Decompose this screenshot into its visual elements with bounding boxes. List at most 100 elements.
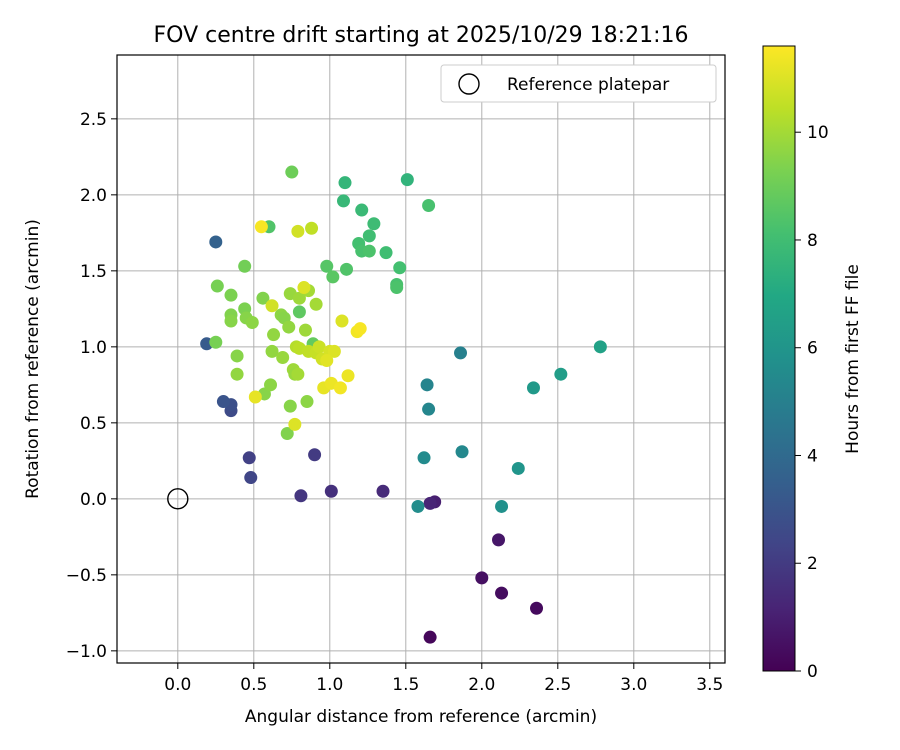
data-point bbox=[362, 244, 376, 258]
x-tick-label: 1.0 bbox=[316, 675, 343, 695]
reference-point bbox=[167, 488, 189, 510]
y-tick-label: 1.5 bbox=[80, 262, 107, 282]
data-point bbox=[353, 322, 367, 336]
y-tick-label: 2.5 bbox=[80, 110, 107, 130]
data-point bbox=[280, 426, 294, 440]
legend-label: Reference platepar bbox=[507, 75, 669, 95]
data-point bbox=[367, 217, 381, 231]
data-point bbox=[320, 259, 334, 273]
data-point bbox=[283, 399, 297, 413]
x-tick-label: 0.0 bbox=[164, 675, 191, 695]
data-point bbox=[308, 448, 322, 462]
data-point bbox=[400, 173, 414, 187]
data-point bbox=[492, 533, 506, 547]
data-point bbox=[216, 395, 230, 409]
y-tick-label: 2.0 bbox=[80, 186, 107, 206]
plot-frame bbox=[116, 54, 726, 664]
data-point bbox=[420, 378, 434, 392]
data-point bbox=[455, 445, 469, 459]
colorbar bbox=[762, 45, 796, 672]
data-point bbox=[593, 340, 607, 354]
chart-title: FOV centre drift starting at 2025/10/29 … bbox=[154, 23, 689, 48]
data-point bbox=[300, 395, 314, 409]
y-tick-label: −0.5 bbox=[66, 566, 107, 586]
data-point bbox=[411, 499, 425, 513]
data-point bbox=[320, 354, 334, 368]
data-point bbox=[238, 259, 252, 273]
x-tick-label: 3.5 bbox=[696, 675, 723, 695]
data-point bbox=[355, 203, 369, 217]
data-point bbox=[454, 346, 468, 360]
x-tick-label: 2.5 bbox=[544, 675, 571, 695]
data-point bbox=[291, 367, 305, 381]
data-points bbox=[200, 165, 607, 644]
data-point bbox=[423, 630, 437, 644]
data-point bbox=[210, 279, 224, 293]
data-point bbox=[292, 291, 306, 305]
legend-marker bbox=[458, 73, 480, 95]
data-point bbox=[245, 316, 259, 330]
data-point bbox=[530, 601, 544, 615]
data-point bbox=[312, 340, 326, 354]
y-axis-label: Rotation from reference (arcmin) bbox=[23, 219, 43, 499]
data-point bbox=[327, 344, 341, 358]
data-point bbox=[276, 350, 290, 364]
colorbar-ticks: 0 2 4 6 8 10 bbox=[795, 123, 829, 682]
data-point bbox=[291, 224, 305, 238]
data-point bbox=[379, 246, 393, 260]
colorbar-tick-label: 6 bbox=[807, 339, 818, 359]
data-point bbox=[264, 378, 278, 392]
reference-marker bbox=[167, 488, 189, 510]
data-point bbox=[224, 288, 238, 302]
data-point bbox=[393, 261, 407, 275]
y-axis-ticks: −1.0 −0.5 0.0 0.5 1.0 1.5 2.0 2.5 bbox=[66, 110, 117, 662]
data-point bbox=[297, 281, 311, 295]
data-point bbox=[285, 165, 299, 179]
colorbar-tick-label: 10 bbox=[807, 123, 829, 143]
data-point bbox=[495, 586, 509, 600]
y-tick-label: 0.0 bbox=[80, 490, 107, 510]
data-point bbox=[554, 367, 568, 381]
data-point bbox=[209, 235, 223, 249]
data-point bbox=[305, 221, 319, 235]
data-point bbox=[254, 220, 268, 234]
data-point bbox=[309, 297, 323, 311]
data-point bbox=[422, 402, 436, 416]
data-point bbox=[324, 484, 338, 498]
data-point bbox=[256, 291, 270, 305]
x-axis-label: Angular distance from reference (arcmin) bbox=[245, 707, 597, 727]
data-point bbox=[423, 496, 437, 510]
legend: Reference platepar bbox=[440, 64, 717, 103]
data-point bbox=[230, 349, 244, 363]
data-point bbox=[244, 471, 258, 485]
x-tick-label: 1.5 bbox=[392, 675, 419, 695]
y-tick-label: −1.0 bbox=[66, 642, 107, 662]
data-point bbox=[326, 270, 340, 284]
x-tick-label: 3.0 bbox=[620, 675, 647, 695]
x-tick-label: 2.0 bbox=[468, 675, 495, 695]
data-point bbox=[282, 320, 296, 334]
colorbar-label: Hours from first FF file bbox=[843, 264, 863, 454]
data-point bbox=[362, 229, 376, 243]
colorbar-tick-label: 8 bbox=[807, 231, 818, 251]
data-point bbox=[294, 489, 308, 503]
data-point bbox=[417, 451, 431, 465]
data-point bbox=[422, 198, 436, 212]
grid-lines bbox=[117, 55, 725, 663]
data-point bbox=[526, 381, 540, 395]
data-point bbox=[390, 281, 404, 295]
data-point bbox=[340, 262, 354, 276]
data-point bbox=[495, 499, 509, 513]
data-point bbox=[248, 390, 262, 404]
data-point bbox=[333, 381, 347, 395]
data-point bbox=[341, 369, 355, 383]
data-point bbox=[267, 328, 281, 342]
data-point bbox=[338, 176, 352, 190]
data-point bbox=[336, 194, 350, 208]
data-point bbox=[376, 484, 390, 498]
data-point bbox=[265, 299, 279, 313]
colorbar-tick-label: 0 bbox=[807, 662, 818, 682]
data-point bbox=[335, 314, 349, 328]
data-point bbox=[209, 335, 223, 349]
